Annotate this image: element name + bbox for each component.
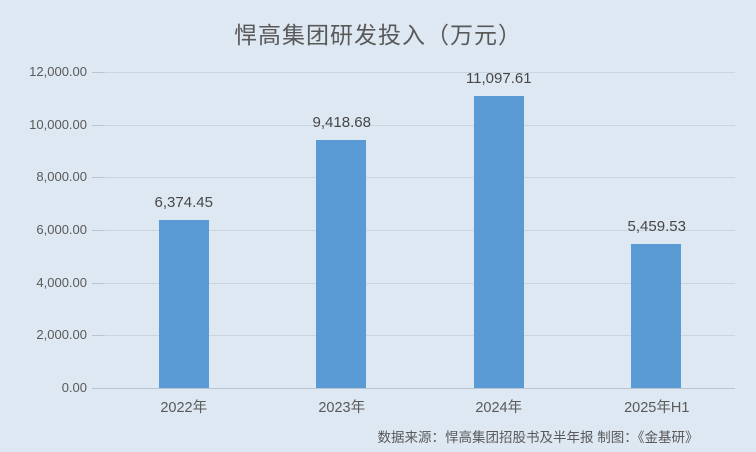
- bar-2023年: [316, 140, 366, 388]
- x-axis-label: 2023年: [318, 400, 366, 416]
- gridline: [105, 335, 735, 336]
- y-axis-label: 12,000.00: [29, 64, 87, 79]
- gridline: [105, 177, 735, 178]
- y-axis-label: 4,000.00: [36, 275, 87, 290]
- bar-value-label: 5,459.53: [627, 218, 686, 235]
- bar-2022年: [159, 220, 209, 388]
- y-axis-tick: [92, 335, 105, 336]
- x-axis-label: 2024年: [475, 400, 523, 416]
- gridline: [105, 283, 735, 284]
- y-axis-label: 0.00: [61, 380, 87, 395]
- plot-area: 12,000.00 10,000.00 8,000.00 6,000.00 4,000.…: [29, 64, 735, 416]
- bar-2025年H1: [631, 244, 681, 388]
- y-axis-tick: [92, 72, 105, 73]
- x-axis-label: 2025年H1: [624, 400, 690, 416]
- bar-value-label: 9,418.68: [312, 114, 371, 131]
- y-axis-tick: [92, 230, 105, 231]
- gridline: [105, 72, 735, 73]
- y-axis-label: 10,000.00: [29, 117, 87, 132]
- y-axis-tick: [92, 388, 105, 389]
- x-axis-line: [105, 388, 735, 389]
- source-note: 数据来源：悍高集团招股书及半年报 制图：《金基研》: [377, 430, 699, 445]
- y-axis-tick: [92, 125, 105, 126]
- bar-value-label: 6,374.45: [154, 194, 213, 211]
- gridline: [105, 230, 735, 231]
- x-axis-label: 2022年: [160, 400, 208, 416]
- bar-value-label: 11,097.61: [465, 70, 532, 87]
- bar-2024年: [474, 96, 524, 388]
- y-axis-label: 6,000.00: [36, 222, 87, 237]
- gridline: [105, 125, 735, 126]
- y-axis-tick: [92, 283, 105, 284]
- y-axis-tick: [92, 177, 105, 178]
- y-axis-label: 8,000.00: [36, 169, 87, 184]
- y-axis-label: 2,000.00: [36, 327, 87, 342]
- chart-title: 悍高集团研发投入（万元）: [234, 22, 522, 48]
